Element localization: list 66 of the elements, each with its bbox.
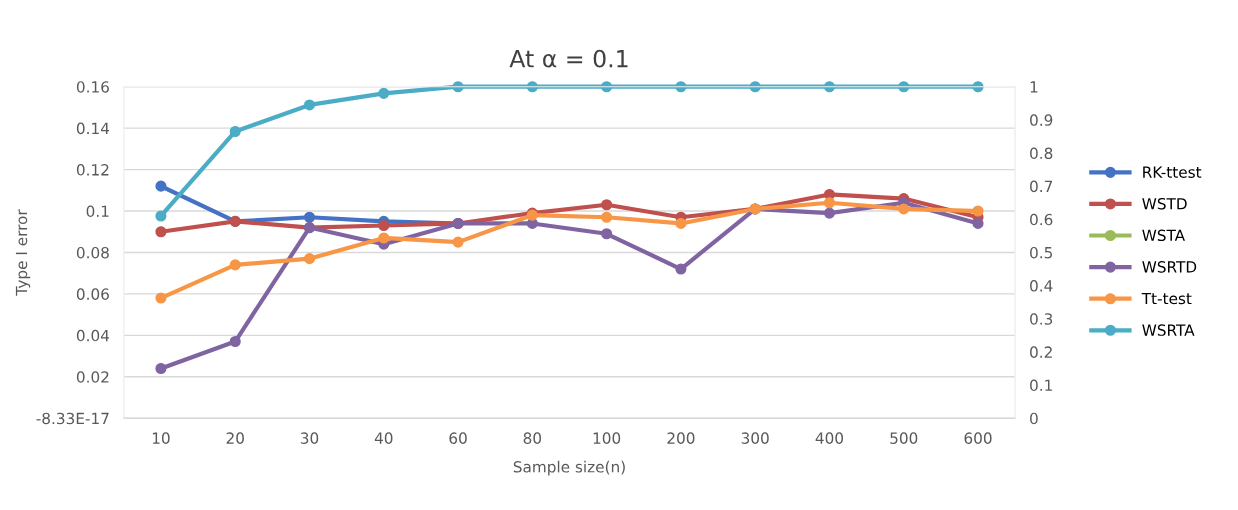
chart-title: At α = 0.1 (509, 49, 628, 68)
y2-tick-label: 0.5 (1030, 246, 1053, 259)
x-tick-label: 500 (890, 432, 918, 444)
x-tick-label: 20 (226, 432, 244, 444)
point (601, 228, 613, 240)
point (155, 226, 167, 238)
point (378, 87, 390, 99)
point (303, 211, 316, 223)
point (229, 125, 241, 138)
y-tick-label: 0.04 (76, 329, 110, 342)
legend-label: WSTD (1142, 197, 1187, 210)
x-axis-title: Sample size(n) (513, 460, 625, 476)
y2-tick-label: 0 (1030, 412, 1038, 425)
y-tick-label: 0.02 (76, 371, 109, 383)
point (823, 197, 836, 209)
y-tick-label: 0.16 (76, 81, 109, 93)
point (452, 236, 464, 248)
y2-tick-label: 0.6 (1030, 213, 1053, 226)
legend-label: WSRTD (1142, 261, 1197, 273)
x-tick-label: 100 (593, 432, 621, 444)
y2-tick-label: 0.4 (1030, 280, 1053, 292)
y-tick-label: 0.12 (76, 164, 109, 176)
x-tick-label: 200 (667, 432, 695, 444)
point (303, 253, 316, 265)
point (155, 292, 167, 304)
legend-label: RK-ttest (1143, 166, 1202, 178)
legend-label: WSTA (1142, 229, 1185, 242)
y-axis-title: Type I error (15, 209, 31, 296)
point (675, 217, 687, 230)
legend-label: WSRTA (1142, 324, 1195, 336)
y-tick-label: 0.08 (76, 246, 109, 259)
point (229, 335, 241, 348)
y2-tick-label: 0.3 (1030, 313, 1053, 325)
point (898, 203, 910, 215)
y2-tick-label: 0.7 (1030, 180, 1053, 193)
point (823, 207, 836, 219)
point (155, 180, 167, 192)
x-tick-label: 60 (449, 432, 467, 444)
y2-tick-label: 0.1 (1030, 379, 1052, 392)
point (601, 211, 613, 223)
x-tick-label: 400 (815, 432, 844, 444)
point (155, 210, 167, 222)
y-tick-label: -8.33E-17 (36, 412, 109, 425)
x-tick-label: 300 (741, 432, 769, 444)
point (601, 199, 613, 211)
legend-label: Tt-test (1141, 292, 1192, 305)
y2-tick-label: 0.2 (1030, 346, 1052, 358)
point (155, 362, 167, 375)
point (303, 99, 316, 111)
point (675, 263, 687, 275)
y2-tick-label: 0.8 (1030, 147, 1053, 160)
x-tick-label: 40 (374, 432, 393, 444)
point (378, 219, 390, 232)
y2-tick-label: 1 (1030, 81, 1038, 93)
y-tick-label: 0.14 (76, 122, 110, 135)
point (972, 217, 984, 230)
y-tick-label: 0.06 (76, 288, 109, 300)
y2-tick-label: 0.9 (1030, 114, 1053, 126)
point (378, 232, 390, 244)
x-tick-label: 30 (300, 432, 319, 444)
x-tick-label: 80 (523, 432, 542, 444)
x-tick-label: 10 (152, 432, 170, 444)
x-tick-label: 600 (964, 432, 992, 444)
point (229, 259, 241, 271)
point (972, 205, 984, 217)
y-tick-label: 0.1 (86, 205, 109, 218)
